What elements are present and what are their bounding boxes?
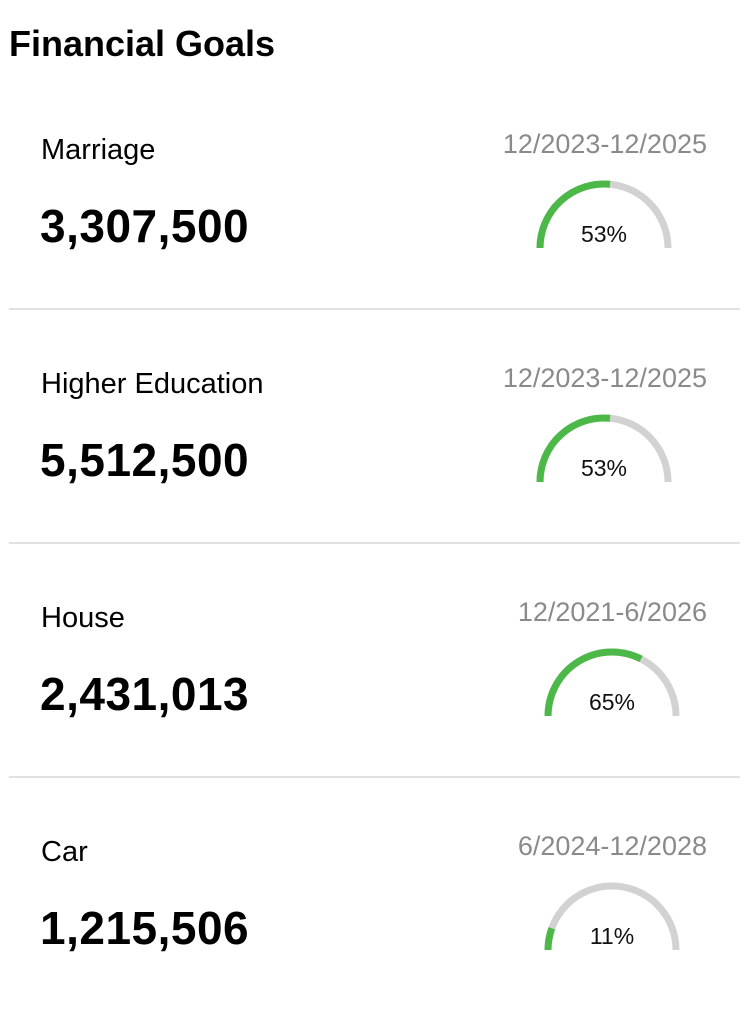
goal-period: 12/2023-12/2025 xyxy=(502,129,707,159)
goal-card-car[interactable]: Car 1,215,506 6/2024-12/2028 11% xyxy=(9,778,740,1012)
goal-period: 12/2021-6/2026 xyxy=(517,597,707,627)
progress-gauge: 11% xyxy=(540,878,684,954)
goal-name: Higher Education xyxy=(41,368,264,400)
goal-amount: 2,431,013 xyxy=(40,668,250,720)
gauge-percent: 11% xyxy=(589,923,635,949)
gauge-fill xyxy=(536,180,611,249)
goal-name: Car xyxy=(41,836,88,868)
page-title: Financial Goals xyxy=(9,23,276,64)
gauge-percent: 65% xyxy=(588,689,636,715)
progress-gauge: 53% xyxy=(532,176,676,252)
goal-card-higher-education[interactable]: Higher Education 5,512,500 12/2023-12/20… xyxy=(9,310,740,544)
gauge-track xyxy=(544,882,680,951)
goal-name: House xyxy=(41,602,125,634)
goal-period: 12/2023-12/2025 xyxy=(502,363,707,393)
goal-amount: 3,307,500 xyxy=(40,200,250,252)
goal-amount: 5,512,500 xyxy=(40,434,250,486)
progress-gauge: 53% xyxy=(532,410,676,486)
progress-gauge: 65% xyxy=(540,644,684,720)
goal-name: Marriage xyxy=(41,134,156,166)
goal-list: Marriage 3,307,500 12/2023-12/2025 53% H… xyxy=(0,76,756,1012)
gauge-percent: 53% xyxy=(580,221,628,247)
goal-card-house[interactable]: House 2,431,013 12/2021-6/2026 65% xyxy=(9,544,740,778)
gauge-fill xyxy=(544,648,643,717)
gauge-fill xyxy=(536,414,611,483)
goal-period: 6/2024-12/2028 xyxy=(517,831,707,861)
goal-amount: 1,215,506 xyxy=(40,902,250,954)
gauge-percent: 53% xyxy=(580,455,628,481)
gauge-fill xyxy=(544,927,556,951)
goal-card-marriage[interactable]: Marriage 3,307,500 12/2023-12/2025 53% xyxy=(9,76,740,310)
